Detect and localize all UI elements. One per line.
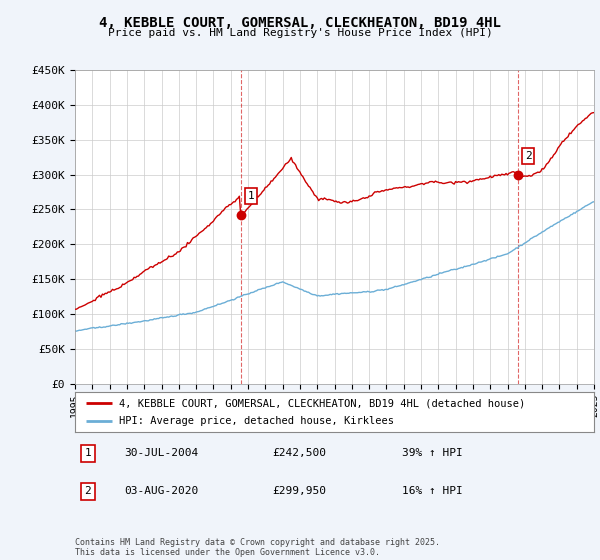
Text: £242,500: £242,500: [272, 449, 326, 459]
Text: Contains HM Land Registry data © Crown copyright and database right 2025.
This d: Contains HM Land Registry data © Crown c…: [75, 538, 440, 557]
Text: 1: 1: [247, 192, 254, 201]
Point: [236, 210, 245, 219]
Point: [513, 170, 523, 179]
Text: 16% ↑ HPI: 16% ↑ HPI: [402, 486, 463, 496]
Text: 2: 2: [85, 486, 91, 496]
Text: Price paid vs. HM Land Registry's House Price Index (HPI): Price paid vs. HM Land Registry's House …: [107, 28, 493, 38]
Text: 30-JUL-2004: 30-JUL-2004: [124, 449, 199, 459]
Text: 4, KEBBLE COURT, GOMERSAL, CLECKHEATON, BD19 4HL: 4, KEBBLE COURT, GOMERSAL, CLECKHEATON, …: [99, 16, 501, 30]
Text: 1: 1: [85, 449, 91, 459]
Text: 39% ↑ HPI: 39% ↑ HPI: [402, 449, 463, 459]
Text: 4, KEBBLE COURT, GOMERSAL, CLECKHEATON, BD19 4HL (detached house): 4, KEBBLE COURT, GOMERSAL, CLECKHEATON, …: [119, 398, 526, 408]
Text: 03-AUG-2020: 03-AUG-2020: [124, 486, 199, 496]
Text: £299,950: £299,950: [272, 486, 326, 496]
Text: HPI: Average price, detached house, Kirklees: HPI: Average price, detached house, Kirk…: [119, 416, 394, 426]
Text: 2: 2: [525, 151, 532, 161]
